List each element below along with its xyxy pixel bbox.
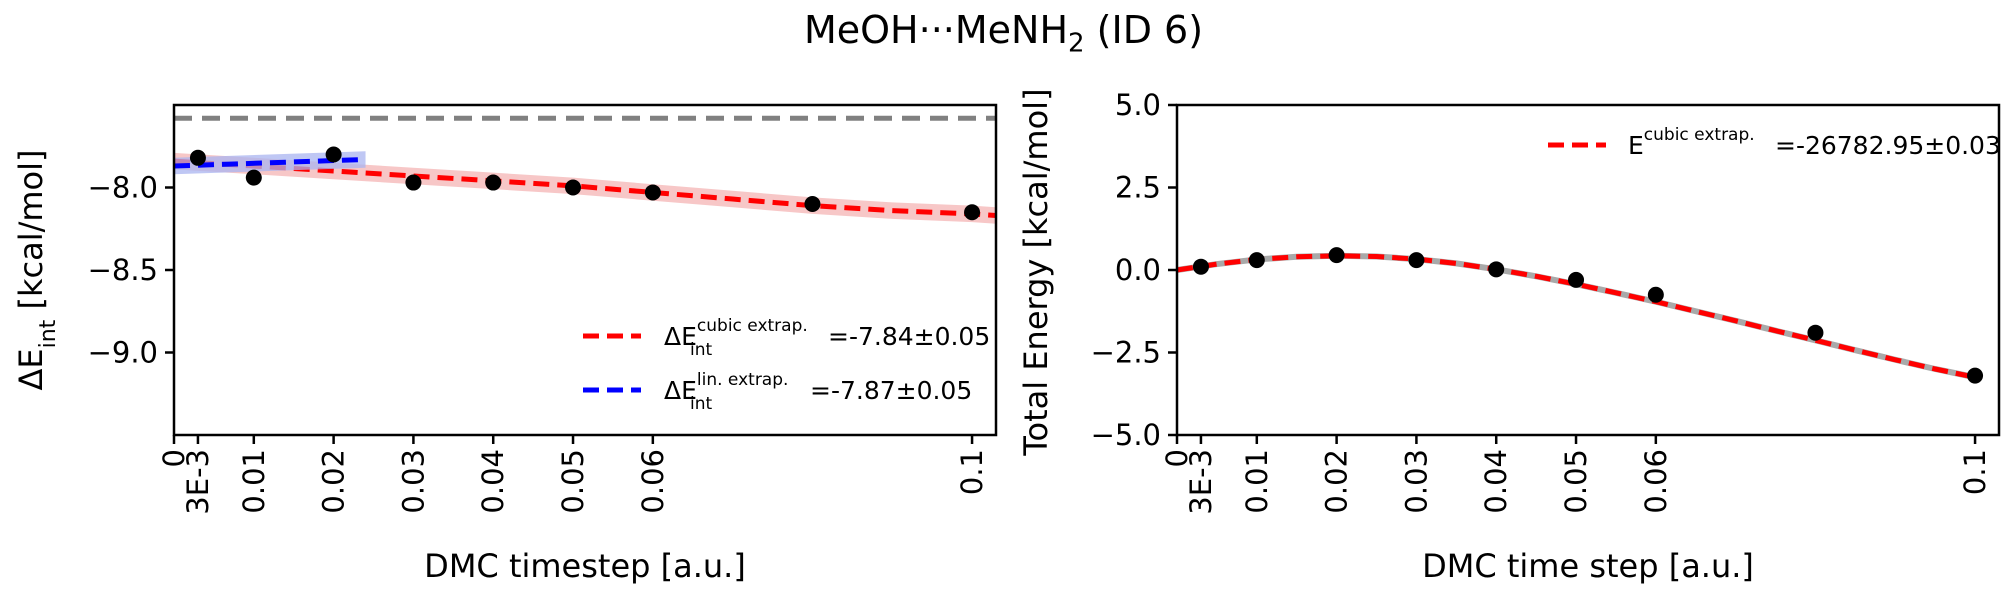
data-point-1 <box>1192 258 1209 275</box>
x-tick-label: 3E-3 <box>1184 449 1218 515</box>
data-point-5 <box>1488 261 1505 278</box>
ylabel-unit: [kcal/mol] <box>12 150 50 320</box>
data-point-8 <box>804 196 821 212</box>
x-tick-label: 0.06 <box>636 449 670 514</box>
legend-cubic-label: ΔEcubic extrap. int =-7.84±0.05 <box>664 316 990 360</box>
total-energy-y-ticks: 5.0 2.5 0.0 −2.5 −5.0 <box>1091 88 1177 452</box>
x-tick-label: 0.03 <box>1399 449 1433 514</box>
x-tick-label: 0.02 <box>317 449 351 514</box>
data-point-2 <box>1248 252 1265 269</box>
interaction-energy-plot-area <box>173 115 997 224</box>
x-tick-label: 0.05 <box>556 449 590 514</box>
total-energy-y-axis-label: Total Energy [kcal/mol] <box>1017 88 1055 456</box>
interaction-energy-y-axis-label: ΔEint [kcal/mol] <box>12 150 61 391</box>
total-energy-x-ticks: 03E-3 0.01 0.02 0.03 0.04 0.05 0.06 0.1 <box>1160 435 1992 515</box>
x-tick-label: 0.03 <box>396 449 430 514</box>
title-suffix: (ID 6) <box>1084 8 1204 52</box>
data-point-6 <box>1568 271 1585 288</box>
x-tick-label: 0.06 <box>1639 449 1673 514</box>
interaction-energy-y-ticks: −8.0 −8.5 −9.0 <box>88 171 174 370</box>
data-point-6 <box>565 179 582 196</box>
interaction-energy-x-axis-label: DMC timestep [a.u.] <box>424 547 746 585</box>
x-tick-label: 0.1 <box>955 449 989 495</box>
total-energy-panel: 03E-3 0.01 0.02 0.03 0.04 0.05 0.06 0.1 5.0 2.5 0… <box>1017 88 2001 585</box>
legend-linear-sub: int <box>690 394 712 414</box>
y-tick-label: −5.0 <box>1091 418 1161 452</box>
y-tick-label: 2.5 <box>1115 171 1161 205</box>
data-point-9 <box>964 204 981 221</box>
x-tick-label: 3E-3 <box>181 449 215 515</box>
x-tick-label: 0.05 <box>1559 449 1593 514</box>
linear-fit-confidence-band <box>174 151 366 175</box>
total-energy-legend: Ecubic extrap. =-26782.95±0.03 <box>1548 125 2001 160</box>
x-tick-label: 0.02 <box>1320 449 1354 514</box>
interaction-energy-panel: 03E-3 0.01 0.02 0.03 0.04 0.05 0.06 0.1 −8.0−8.… <box>12 103 998 585</box>
x-tick-label: 0.04 <box>1479 449 1513 514</box>
data-point-7 <box>1647 286 1664 303</box>
y-tick-label: 0.0 <box>1115 253 1161 287</box>
y-tick-label: −8.5 <box>88 253 158 287</box>
data-point-4 <box>1408 252 1425 269</box>
data-point-7 <box>644 184 661 201</box>
x-tick-label: 0.01 <box>237 449 271 514</box>
data-point-2 <box>245 169 262 186</box>
data-point-5 <box>485 174 502 191</box>
legend-cubic-base: ΔE <box>664 322 697 351</box>
x-tick-label: 0.1 <box>1958 449 1992 495</box>
y-tick-label: −8.0 <box>88 171 158 205</box>
legend-total-cubic-value: =-26782.95±0.03 <box>1775 131 2001 160</box>
x-tick-label: 0.01 <box>1240 449 1274 514</box>
data-point-4 <box>405 174 422 191</box>
data-point-1 <box>189 149 206 166</box>
legend-linear-value: =-7.87±0.05 <box>810 376 972 405</box>
figure-title: MeOH···MeNH2 (ID 6) <box>0 8 2007 59</box>
cubic-fit-line <box>1176 253 1976 380</box>
legend-linear-label: ΔElin. extrap. int =-7.87±0.05 <box>664 370 972 414</box>
legend-total-cubic-sup: cubic extrap. <box>1644 125 1755 145</box>
ylabel-subscript: int <box>36 319 61 348</box>
total-energy-plot-area <box>1176 247 1984 384</box>
legend-cubic-sup: cubic extrap. <box>697 316 808 336</box>
legend-cubic-value: =-7.84±0.05 <box>828 322 990 351</box>
title-subscript: 2 <box>1068 28 1085 59</box>
ylabel-delta: ΔE <box>12 348 50 390</box>
y-tick-label: −9.0 <box>88 336 158 370</box>
interaction-energy-legend: ΔEcubic extrap. int =-7.84±0.05 ΔElin. ext… <box>583 316 990 414</box>
data-point-8 <box>1807 324 1824 341</box>
legend-total-cubic-label: Ecubic extrap. =-26782.95±0.03 <box>1628 125 2001 160</box>
total-energy-x-axis-label: DMC time step [a.u.] <box>1422 547 1754 585</box>
legend-linear-sup: lin. extrap. <box>697 370 789 390</box>
cubic-fit-line <box>173 158 997 219</box>
legend-cubic-sub: int <box>690 340 712 360</box>
title-prefix: MeOH···MeNH <box>803 8 1069 52</box>
x-tick-label: 0 <box>1160 449 1194 467</box>
legend-linear-base: ΔE <box>664 376 697 405</box>
data-point-9 <box>1967 367 1984 384</box>
x-tick-label: 0.04 <box>476 449 510 514</box>
data-point-3 <box>325 146 342 163</box>
interaction-energy-x-ticks: 03E-3 0.01 0.02 0.03 0.04 0.05 0.06 0.1 <box>157 435 989 515</box>
data-point-3 <box>1328 247 1345 264</box>
legend-total-cubic-base: E <box>1628 131 1644 160</box>
y-tick-label: −2.5 <box>1091 336 1161 370</box>
x-tick-label: 0 <box>157 449 191 467</box>
y-tick-label: 5.0 <box>1115 88 1161 122</box>
